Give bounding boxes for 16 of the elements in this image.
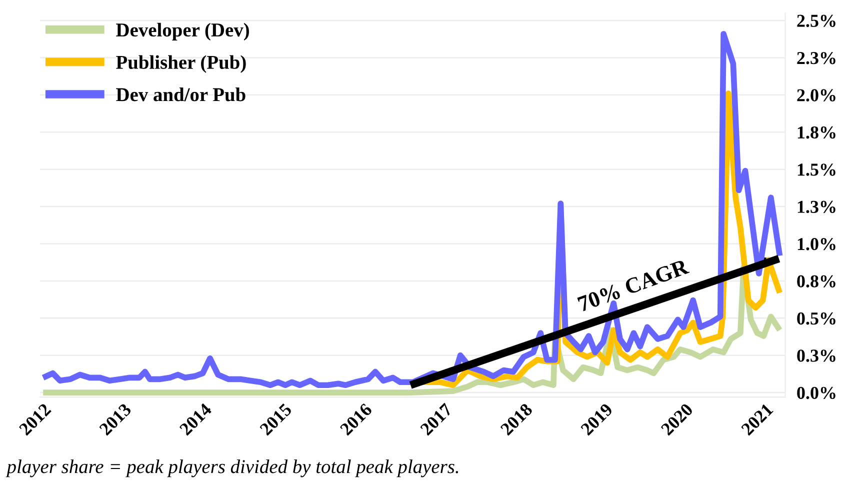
- y-tick-label: 1.3%: [798, 200, 836, 214]
- legend-label: Dev and/or Pub: [116, 88, 246, 102]
- y-tick-label: 1.8%: [798, 126, 836, 139]
- y-tick-label: 0.3%: [797, 350, 836, 362]
- legend-label: Developer (Dev): [116, 22, 249, 41]
- y-tick-label: 0.0%: [797, 386, 836, 400]
- y-tick-label: 0.5%: [797, 312, 836, 325]
- y-tick-label: 2.0%: [797, 89, 836, 102]
- y-tick-label: 0.8%: [797, 275, 836, 288]
- y-tick-label: 1.0%: [798, 238, 836, 250]
- y-tick-label: 1.5%: [798, 164, 836, 176]
- legend-label: Publisher (Pub): [116, 55, 246, 73]
- annotation: 70% CAGR: [577, 258, 690, 312]
- y-tick-label: 2.3%: [797, 52, 836, 64]
- y-tick-label: 2.5%: [797, 14, 836, 28]
- text: player share = peak players divided by total peak players.: [6, 460, 458, 478]
